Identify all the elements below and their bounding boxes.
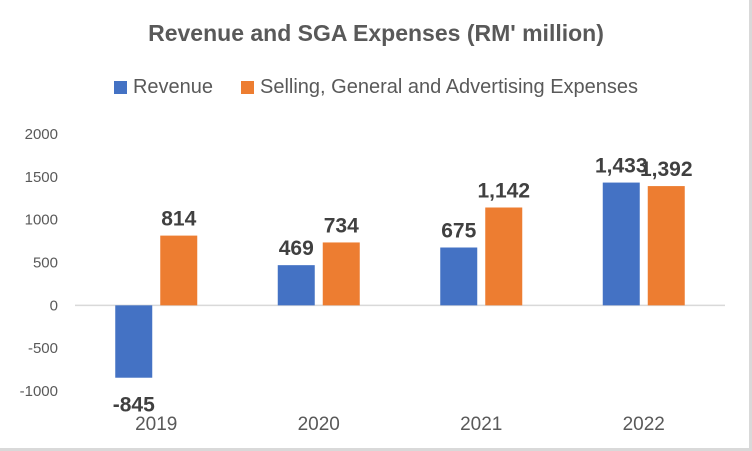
data-label: 734 bbox=[324, 214, 359, 237]
x-tick-label: 2019 bbox=[135, 414, 177, 435]
x-tick-label: 2021 bbox=[460, 414, 502, 435]
legend-swatch-revenue bbox=[113, 81, 127, 94]
bar-sga-2019 bbox=[160, 235, 198, 306]
y-tick-label: -1000 bbox=[20, 383, 58, 400]
bar-sga-2020 bbox=[322, 242, 360, 306]
legend-item-revenue: Revenue bbox=[113, 76, 214, 99]
legend-swatch-sga bbox=[241, 81, 255, 94]
bar-revenue-2019 bbox=[115, 305, 153, 378]
y-tick-label: 1500 bbox=[25, 169, 58, 186]
chart-title: Revenue and SGA Expenses (RM' million) bbox=[148, 20, 604, 46]
bar-sga-2021 bbox=[485, 207, 523, 306]
bar-sga-2022 bbox=[647, 186, 685, 306]
y-tick-label: 1000 bbox=[25, 212, 58, 229]
data-label: -845 bbox=[113, 394, 155, 417]
x-tick-label: 2022 bbox=[623, 414, 665, 435]
x-tick-label: 2020 bbox=[298, 414, 340, 435]
y-tick-label: 0 bbox=[50, 297, 58, 314]
legend-item-sga: Selling, General and Advertising Expense… bbox=[241, 76, 638, 99]
y-tick-label: -500 bbox=[28, 340, 58, 357]
legend-label-revenue: Revenue bbox=[132, 76, 214, 98]
data-label: 814 bbox=[161, 208, 196, 231]
y-tick-label: 2000 bbox=[25, 126, 58, 143]
data-label: 1,142 bbox=[477, 180, 530, 203]
data-label: 675 bbox=[441, 220, 476, 243]
data-label: 1,392 bbox=[640, 158, 693, 181]
legend-label-sga: Selling, General and Advertising Expense… bbox=[260, 76, 639, 98]
bar-revenue-2022 bbox=[602, 182, 640, 306]
legend: Revenue Selling, General and Advertising… bbox=[0, 76, 752, 99]
data-label: 1,433 bbox=[595, 155, 648, 178]
bar-revenue-2020 bbox=[277, 265, 315, 306]
bar-revenue-2021 bbox=[440, 247, 478, 306]
data-label: 469 bbox=[279, 237, 314, 260]
y-tick-label: 500 bbox=[33, 255, 58, 272]
